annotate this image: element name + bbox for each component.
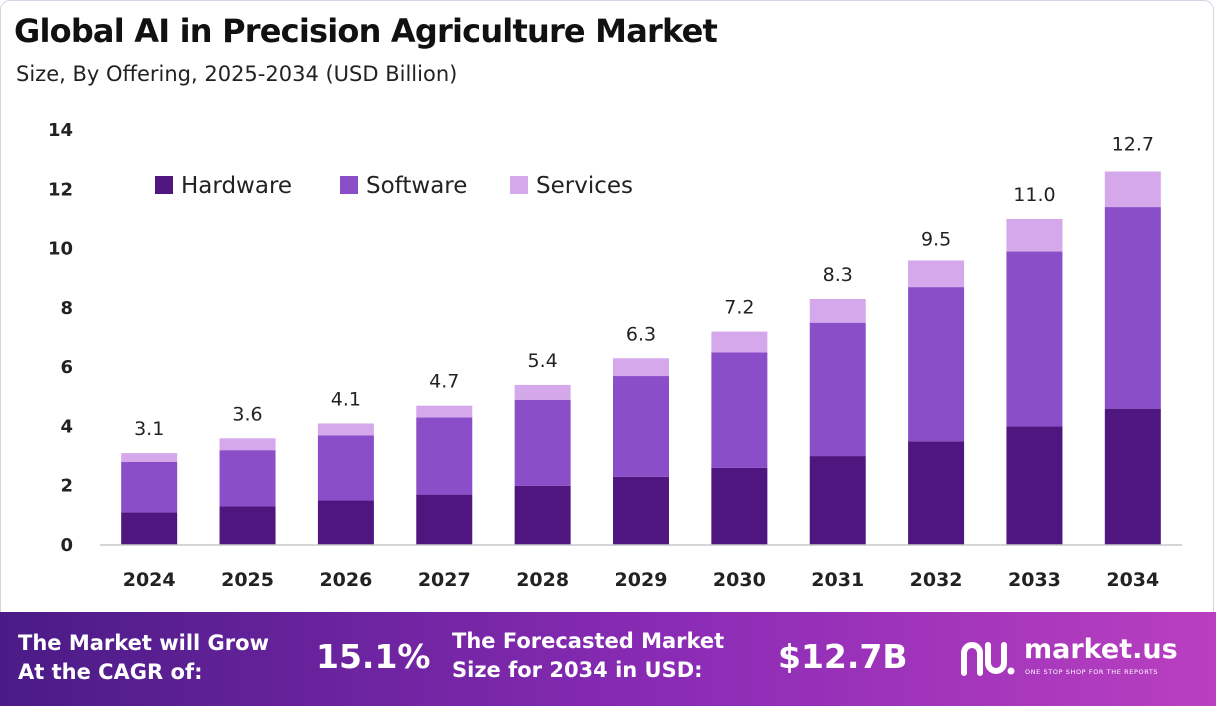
total-label-2032: 9.5 <box>921 228 951 250</box>
legend-swatch-services <box>510 176 528 194</box>
bar-services-2033 <box>1006 218 1063 252</box>
legend-label-hardware: Hardware <box>181 173 292 199</box>
total-label-2033: 11.0 <box>1013 184 1055 206</box>
forecast-label: The Forecasted Market Size for 2034 in U… <box>452 627 724 685</box>
bar-software-2032 <box>908 287 965 442</box>
bar-services-2032 <box>908 260 965 288</box>
bar-hardware-2026 <box>317 500 374 545</box>
x-tick-label-2033: 2033 <box>1008 569 1061 591</box>
bar-services-2034 <box>1104 171 1161 208</box>
y-tick-label-4: 4 <box>60 416 73 437</box>
bar-hardware-2033 <box>1006 426 1063 545</box>
cagr-label-line1: The Market will Grow <box>18 631 269 655</box>
forecast-label-line2: Size for 2034 in USD: <box>452 658 703 682</box>
cagr-label: The Market will Grow At the CAGR of: <box>18 629 269 687</box>
bar-software-2030 <box>711 352 768 468</box>
bar-software-2029 <box>613 376 669 477</box>
cagr-value: 15.1% <box>316 637 431 676</box>
bar-software-2028 <box>514 399 571 486</box>
bar-hardware-2030 <box>711 467 768 545</box>
bar-software-2027 <box>416 417 473 495</box>
bar-hardware-2024 <box>121 512 178 545</box>
bar-software-2033 <box>1006 251 1063 427</box>
bar-services-2024 <box>121 453 178 462</box>
total-labels: 3.1 3.6 4.1 4.7 5.4 6.3 7.2 8.3 9.5 11.0 12.7 <box>134 134 1154 441</box>
bar-software-2024 <box>121 462 178 513</box>
y-tick-label-12: 12 <box>48 179 73 200</box>
bar-hardware-2025 <box>219 506 276 545</box>
x-axis: 2024 2025 2026 2027 2028 2029 2030 2031 2032 2033… <box>123 569 1160 591</box>
bar-services-2031 <box>809 298 866 323</box>
x-tick-label-2026: 2026 <box>319 569 372 591</box>
total-label-2028: 5.4 <box>528 350 558 372</box>
legend-swatch-hardware <box>155 176 173 194</box>
chart-title: Global AI in Precision Agriculture Marke… <box>14 12 718 50</box>
bar-hardware-2032 <box>908 441 965 545</box>
logo-wordmark[interactable]: market.us <box>1024 634 1178 665</box>
bar-services-2027 <box>416 405 473 418</box>
bar-hardware-2027 <box>416 494 473 545</box>
market-us-logo-icon <box>961 642 1015 676</box>
y-tick-label-0: 0 <box>60 535 73 556</box>
forecast-value: $12.7B <box>778 637 908 676</box>
legend-swatch-software <box>340 176 358 194</box>
bar-services-2028 <box>514 384 571 400</box>
total-label-2027: 4.7 <box>429 371 459 393</box>
total-label-2031: 8.3 <box>823 264 853 286</box>
y-tick-label-14: 14 <box>48 120 73 141</box>
bar-software-2026 <box>317 435 374 501</box>
bar-hardware-2034 <box>1104 408 1161 545</box>
cagr-label-line2: At the CAGR of: <box>18 660 203 684</box>
x-tick-label-2025: 2025 <box>221 569 274 591</box>
x-tick-label-2031: 2031 <box>811 569 864 591</box>
bar-software-2034 <box>1104 207 1161 409</box>
legend-label-services: Services <box>536 173 633 199</box>
bar-services-2030 <box>711 331 768 353</box>
total-label-2026: 4.1 <box>331 388 361 410</box>
legend-label-software: Software <box>366 173 467 199</box>
x-tick-label-2029: 2029 <box>615 569 668 591</box>
bar-services-2029 <box>613 358 669 377</box>
bar-services-2026 <box>317 423 374 436</box>
stacked-bar-chart: 0 2 4 6 8 10 12 14 2024 2025 2026 2027 2028 2029 2030… <box>48 120 1182 591</box>
bar-software-2025 <box>219 450 276 507</box>
x-tick-label-2027: 2027 <box>418 569 471 591</box>
total-label-2024: 3.1 <box>134 418 164 440</box>
bar-series-group <box>121 171 1161 545</box>
total-label-2025: 3.6 <box>232 403 262 425</box>
y-axis: 0 2 4 6 8 10 12 14 <box>48 120 73 556</box>
total-label-2034: 12.7 <box>1112 134 1154 156</box>
y-tick-label-6: 6 <box>60 357 73 378</box>
bar-hardware-2029 <box>613 476 669 545</box>
y-tick-label-10: 10 <box>48 239 73 260</box>
bar-hardware-2031 <box>809 456 866 545</box>
total-label-2030: 7.2 <box>724 297 754 319</box>
footer-banner: The Market will Grow At the CAGR of: 15.… <box>0 612 1216 706</box>
bar-hardware-2028 <box>514 485 571 545</box>
total-label-2029: 6.3 <box>626 323 656 345</box>
legend: Hardware Software Services <box>155 173 633 199</box>
x-tick-label-2030: 2030 <box>713 569 766 591</box>
bar-software-2031 <box>809 322 866 457</box>
x-tick-label-2028: 2028 <box>516 569 569 591</box>
chart-subtitle: Size, By Offering, 2025-2034 (USD Billio… <box>16 62 458 86</box>
y-tick-label-8: 8 <box>60 298 73 319</box>
logo-tagline: ONE STOP SHOP FOR THE REPORTS <box>1025 668 1159 676</box>
x-tick-label-2034: 2034 <box>1106 569 1159 591</box>
forecast-label-line1: The Forecasted Market <box>452 629 725 653</box>
bar-services-2025 <box>219 438 276 451</box>
x-tick-label-2032: 2032 <box>910 569 963 591</box>
x-tick-label-2024: 2024 <box>123 569 176 591</box>
y-tick-label-2: 2 <box>60 476 73 497</box>
